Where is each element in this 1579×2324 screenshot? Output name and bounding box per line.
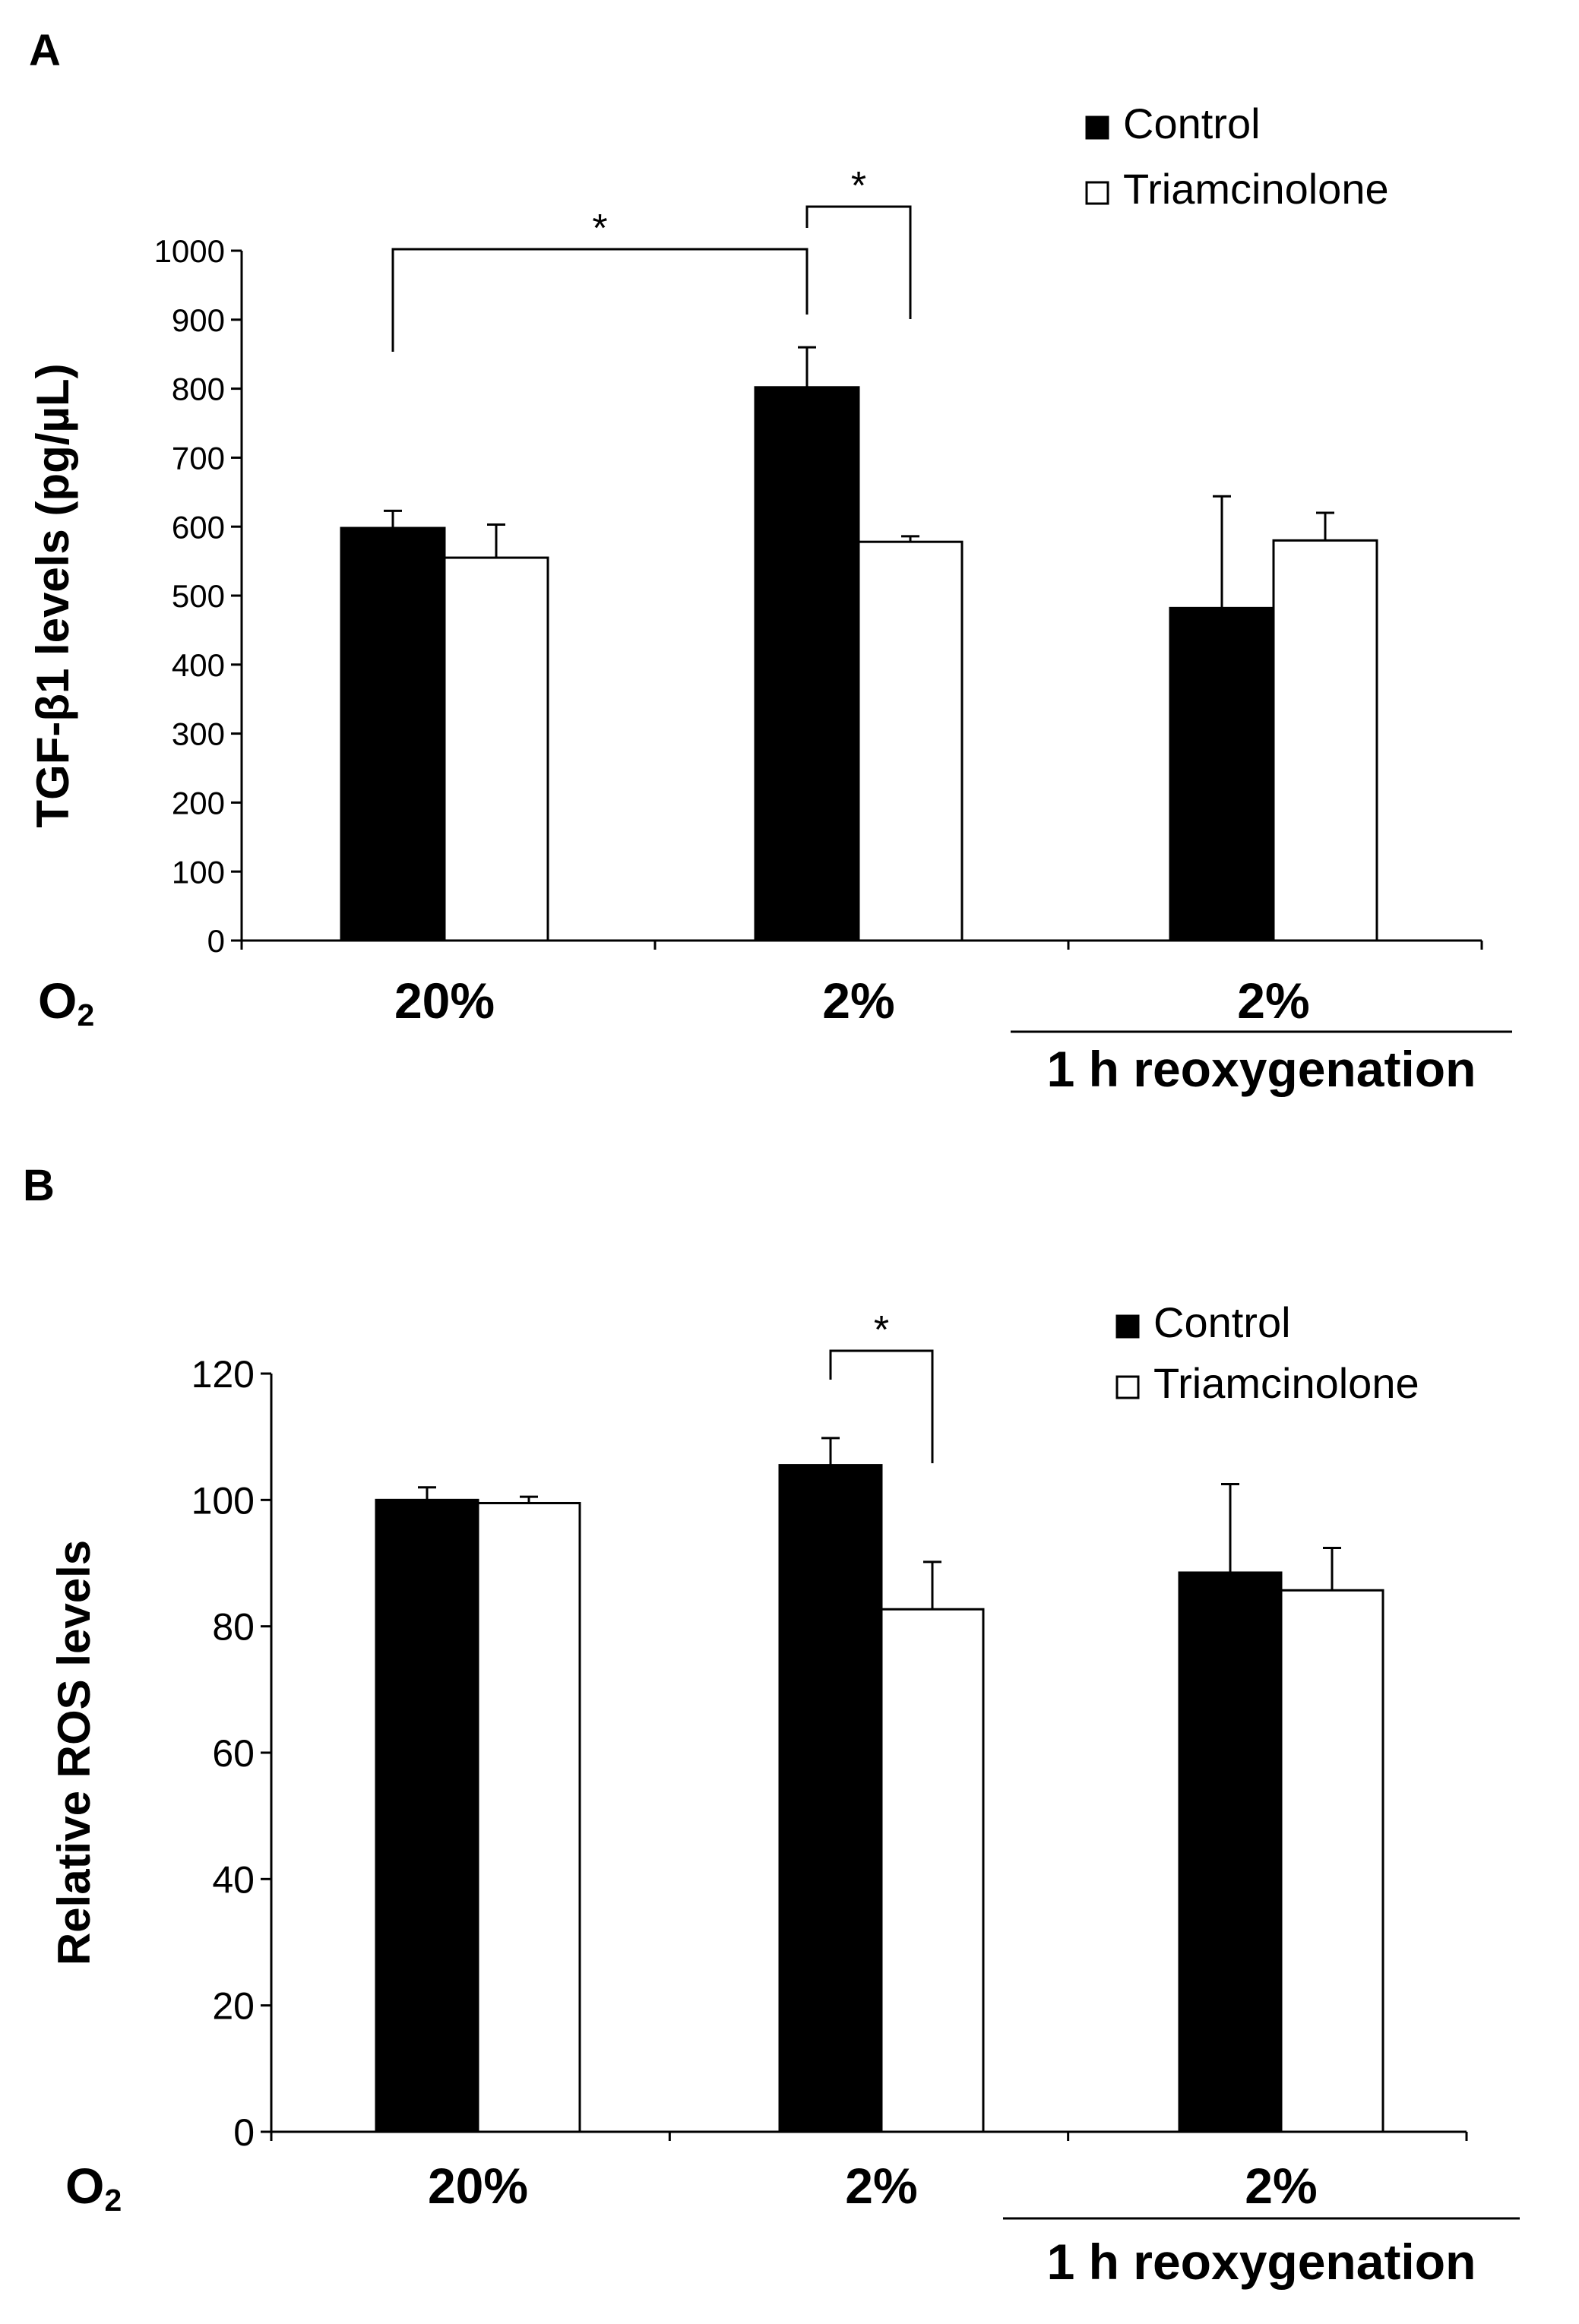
y-axis-label: TGF-β1 levels (pg/µL) (27, 363, 78, 827)
panel-a-letter: A (29, 26, 61, 75)
row-label-o: O (65, 2158, 104, 2214)
legend-swatch-triamcinolone (1115, 1375, 1140, 1399)
category-label: 20% (428, 2158, 528, 2214)
bar-control-1 (778, 1464, 883, 2133)
legend-label-control: Control (1153, 1298, 1291, 1346)
y-tick-label: 500 (172, 578, 225, 614)
bar-control-2 (1169, 606, 1275, 942)
significance-bracket (391, 248, 808, 352)
y-tick-label: 800 (172, 372, 225, 407)
category-label: 2% (845, 2158, 917, 2214)
row-label-o: O (38, 972, 77, 1029)
y-tick-label: 400 (172, 647, 225, 683)
category-label: 2% (822, 972, 894, 1029)
category-label: 20% (394, 972, 495, 1029)
y-tick-label: 0 (233, 2111, 255, 2154)
bar-triamcinolone-2 (1280, 1589, 1384, 2133)
y-tick-label: 0 (207, 923, 225, 959)
bar-control-2 (1178, 1571, 1283, 2133)
subgroup-label: 1 h reoxygenation (1047, 1041, 1476, 1097)
bar-triamcinolone-1 (880, 1608, 985, 2133)
panel-b-chart: 0 20 40 60 80 100 120 Relative ROS levels 20% 2% 2… (49, 1298, 1520, 2290)
panel-b-letter: B (23, 1161, 55, 1210)
bar-control-0 (375, 1498, 479, 2133)
bar-control-1 (754, 386, 860, 942)
y-tick-label: 700 (172, 441, 225, 476)
significance-star: * (851, 164, 866, 208)
row-label-subscript: 2 (104, 2183, 122, 2218)
y-tick-label: 900 (172, 302, 225, 338)
y-tick-label: 600 (172, 509, 225, 545)
legend-swatch-triamcinolone (1085, 181, 1109, 205)
legend-label-triamcinolone: Triamcinolone (1153, 1359, 1419, 1407)
significance-star: * (592, 207, 607, 251)
y-tick-label: 300 (172, 716, 225, 752)
y-tick-label: 100 (191, 1479, 255, 1522)
y-tick-label: 1000 (154, 233, 225, 269)
significance-star: * (874, 1308, 889, 1352)
significance-bracket (805, 205, 912, 319)
bar-triamcinolone-0 (443, 556, 549, 942)
legend-swatch-control (1085, 115, 1109, 140)
bar-triamcinolone-0 (476, 1501, 581, 2133)
bar-triamcinolone-2 (1272, 539, 1378, 942)
category-label: 2% (1245, 2158, 1317, 2214)
y-tick-label: 20 (212, 1985, 255, 2028)
y-tick-label: 120 (191, 1353, 255, 1396)
significance-bracket (829, 1349, 934, 1463)
legend-label-control: Control (1123, 100, 1261, 147)
y-tick-label: 100 (172, 854, 225, 890)
bar-triamcinolone-1 (857, 540, 964, 942)
y-tick-label: 60 (212, 1732, 255, 1775)
y-tick-label: 40 (212, 1858, 255, 1901)
y-tick-label: 80 (212, 1606, 255, 1649)
row-label-subscript: 2 (77, 998, 94, 1032)
bar-control-0 (340, 526, 446, 942)
legend-label-triamcinolone: Triamcinolone (1123, 165, 1389, 213)
subgroup-label: 1 h reoxygenation (1047, 2234, 1476, 2290)
y-tick-label: 200 (172, 786, 225, 821)
category-label: 2% (1237, 972, 1309, 1029)
panel-a-chart: 0 100 200 300 400 500 600 700 800 900 1000 TGF-β1 l… (27, 100, 1512, 1097)
legend-swatch-control (1115, 1314, 1140, 1339)
y-axis-label: Relative ROS levels (49, 1540, 100, 1965)
